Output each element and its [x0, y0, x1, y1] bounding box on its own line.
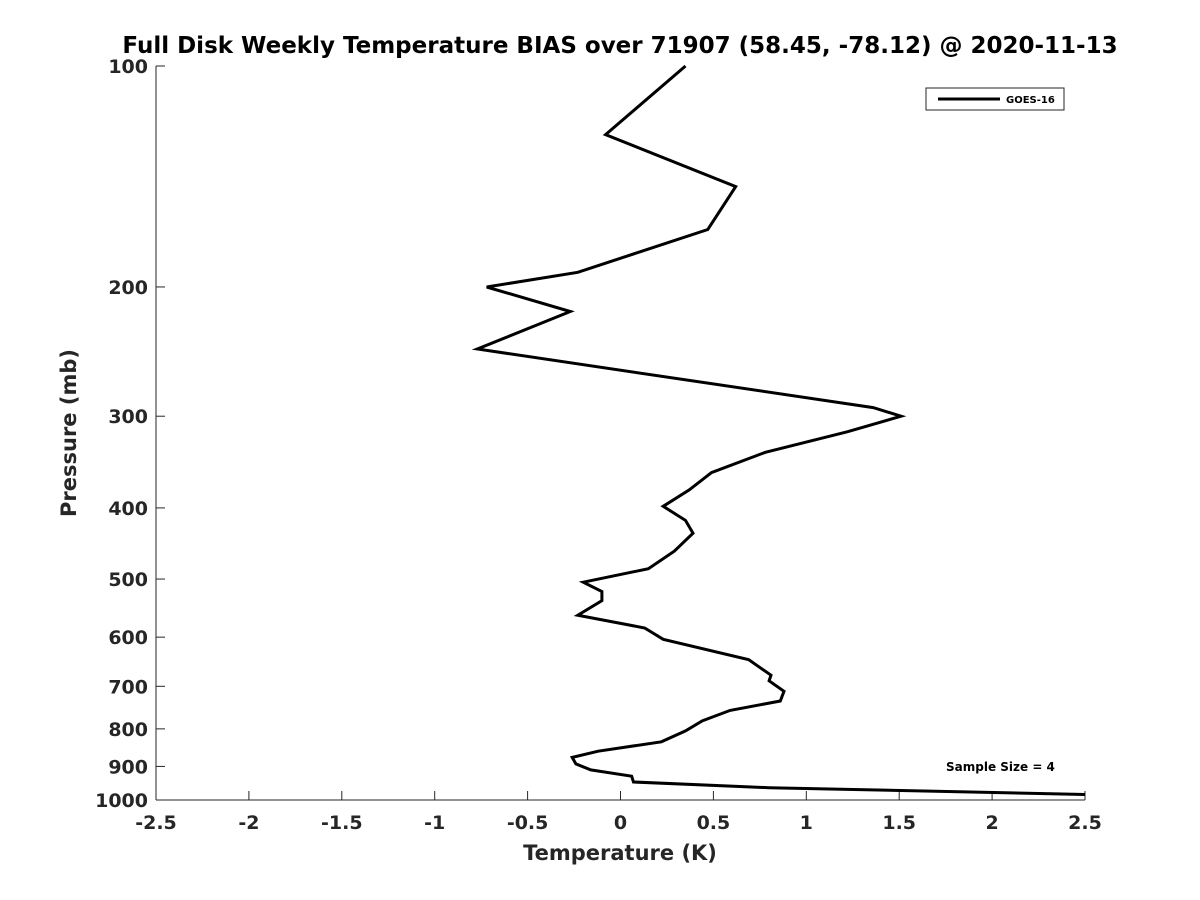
x-tick-label: 1 [800, 812, 813, 834]
x-tick-label: -0.5 [507, 812, 549, 834]
y-tick-label: 200 [108, 277, 148, 299]
x-tick-label: -2.5 [135, 812, 177, 834]
y-tick-label: 100 [108, 56, 148, 78]
x-tick-label: -1.5 [321, 812, 363, 834]
y-tick-label: 700 [108, 676, 148, 698]
x-tick-label: 2 [985, 812, 998, 834]
chart-title: Full Disk Weekly Temperature BIAS over 7… [122, 33, 1117, 59]
y-tick-label: 900 [108, 756, 148, 778]
y-tick-label: 600 [108, 627, 148, 649]
y-tick-label: 500 [108, 569, 148, 591]
plot-axes [155, 66, 1085, 801]
y-tick-label: 1000 [95, 790, 148, 812]
x-tick-label: 0 [614, 812, 627, 834]
y-tick-label: 400 [108, 498, 148, 520]
y-tick-label: 800 [108, 719, 148, 741]
x-tick-label: -2 [238, 812, 259, 834]
series-line-goes-16 [471, 64, 1086, 796]
x-ticks: -2.5 -2 -1.5 -1 -0.5 0 0.5 1 1.5 2 2.5 [135, 791, 1102, 834]
y-axis-label: Pressure (mb) [57, 349, 81, 517]
y-tick-label: 300 [108, 406, 148, 428]
x-tick-label: 2.5 [1068, 812, 1102, 834]
sample-size-annotation: Sample Size = 4 [946, 760, 1055, 774]
y-ticks: 100 200 300 400 500 600 700 800 900 1000 [95, 56, 165, 812]
x-axis-label: Temperature (K) [523, 841, 717, 865]
legend: GOES-16 [925, 87, 1065, 111]
x-tick-label: 0.5 [697, 812, 731, 834]
x-tick-label: 1.5 [882, 812, 916, 834]
x-tick-label: -1 [424, 812, 445, 834]
legend-label: GOES-16 [1006, 95, 1055, 106]
